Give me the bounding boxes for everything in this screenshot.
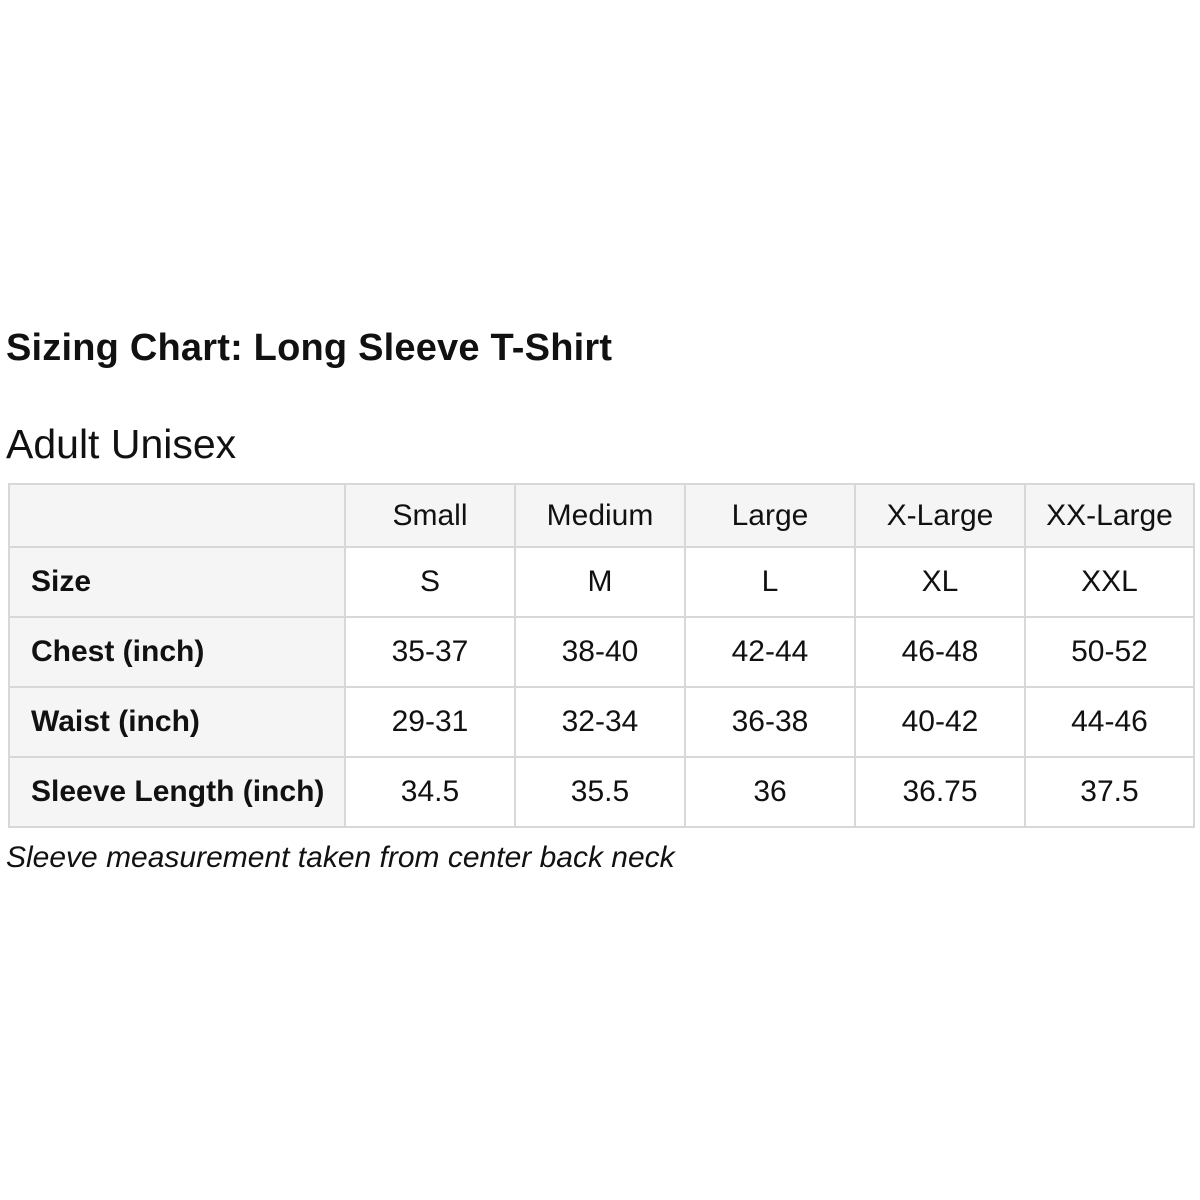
- table-row-sleeve-length: Sleeve Length (inch) 34.5 35.5 36 36.75 …: [8, 756, 1195, 828]
- cell-waist-xx-large: 44-46: [1024, 686, 1195, 758]
- row-label-waist: Waist (inch): [8, 686, 346, 758]
- cell-sleeve-large: 36: [684, 756, 856, 828]
- cell-sleeve-medium: 35.5: [514, 756, 686, 828]
- cell-waist-large: 36-38: [684, 686, 856, 758]
- column-header-small: Small: [344, 483, 516, 548]
- column-header-x-large: X-Large: [854, 483, 1026, 548]
- cell-chest-small: 35-37: [344, 616, 516, 688]
- cell-size-xx-large: XXL: [1024, 546, 1195, 618]
- table-row-chest: Chest (inch) 35-37 38-40 42-44 46-48 50-…: [8, 616, 1195, 688]
- cell-size-medium: M: [514, 546, 686, 618]
- sleeve-measurement-footnote: Sleeve measurement taken from center bac…: [6, 841, 675, 874]
- cell-chest-x-large: 46-48: [854, 616, 1026, 688]
- row-label-size: Size: [8, 546, 346, 618]
- sizing-table: Small Medium Large X-Large XX-Large Size…: [8, 483, 1195, 828]
- table-header-row: Small Medium Large X-Large XX-Large: [8, 483, 1195, 548]
- column-header-xx-large: XX-Large: [1024, 483, 1195, 548]
- cell-chest-medium: 38-40: [514, 616, 686, 688]
- cell-chest-large: 42-44: [684, 616, 856, 688]
- column-header-medium: Medium: [514, 483, 686, 548]
- cell-sleeve-x-large: 36.75: [854, 756, 1026, 828]
- cell-waist-medium: 32-34: [514, 686, 686, 758]
- row-label-chest: Chest (inch): [8, 616, 346, 688]
- table-row-waist: Waist (inch) 29-31 32-34 36-38 40-42 44-…: [8, 686, 1195, 758]
- cell-waist-x-large: 40-42: [854, 686, 1026, 758]
- cell-sleeve-xx-large: 37.5: [1024, 756, 1195, 828]
- cell-size-x-large: XL: [854, 546, 1026, 618]
- cell-waist-small: 29-31: [344, 686, 516, 758]
- table-corner-cell: [8, 483, 346, 548]
- cell-size-large: L: [684, 546, 856, 618]
- row-label-sleeve-length: Sleeve Length (inch): [8, 756, 346, 828]
- table-row-size: Size S M L XL XXL: [8, 546, 1195, 618]
- cell-sleeve-small: 34.5: [344, 756, 516, 828]
- page-title: Sizing Chart: Long Sleeve T-Shirt: [6, 327, 613, 369]
- section-subtitle-adult-unisex: Adult Unisex: [6, 421, 237, 467]
- column-header-large: Large: [684, 483, 856, 548]
- cell-chest-xx-large: 50-52: [1024, 616, 1195, 688]
- cell-size-small: S: [344, 546, 516, 618]
